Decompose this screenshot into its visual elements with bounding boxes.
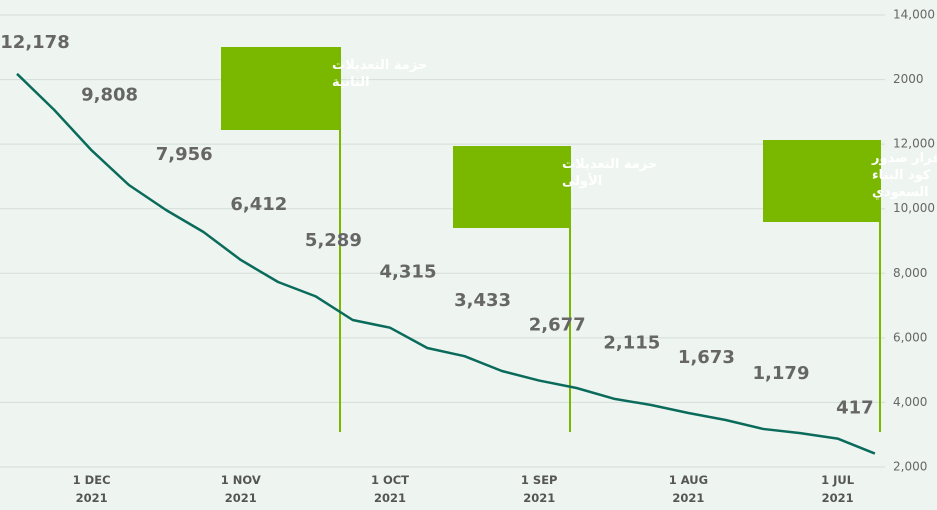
annotation-text: السعودي	[872, 185, 929, 200]
x-tick-label: 2021	[672, 491, 704, 505]
x-tick-label: 1 SEP	[521, 473, 558, 487]
annotation-text: حزمة التعديلات	[332, 58, 427, 73]
annotation-text: حزمة التعديلات	[562, 157, 657, 172]
y-tick-label: 14,000	[893, 8, 935, 22]
x-tick-label: 1 OCT	[371, 473, 409, 487]
x-tick-label: 2021	[225, 491, 257, 505]
data-label: 5,289	[305, 230, 362, 251]
data-label: 1,673	[678, 347, 735, 368]
annotation-box	[453, 146, 570, 228]
data-label: 4,315	[380, 262, 437, 283]
annotation-box	[221, 47, 340, 130]
x-tick-label: 1 DEC	[73, 473, 111, 487]
annotation-text: الثانية	[332, 75, 370, 90]
x-tick-label: 1 JUL	[821, 473, 855, 487]
x-tick-label: 1 AUG	[669, 473, 708, 487]
y-tick-label: 10,000	[893, 201, 935, 215]
line	[16, 72, 876, 455]
x-tick-label: 1 NOV	[221, 473, 261, 487]
x-tick-label: 2021	[374, 491, 406, 505]
annotation-text: قرار صدور	[871, 151, 937, 166]
data-label: 9,808	[81, 84, 138, 105]
y-tick-label: 4,000	[893, 395, 927, 409]
data-label: 1,179	[753, 363, 810, 384]
x-tick-label: 2021	[76, 491, 108, 505]
data-label: 2,115	[603, 333, 660, 354]
y-tick-label: 6,000	[893, 330, 927, 344]
annotation-box	[763, 140, 880, 222]
y-tick-label: 2,000	[893, 460, 927, 474]
y-tick-label: 2000	[893, 72, 924, 86]
data-label: 6,412	[230, 194, 287, 215]
annotation-text: كود البناء	[872, 168, 931, 183]
data-label: 417	[836, 398, 874, 419]
x-tick-label: 2021	[523, 491, 555, 505]
y-tick-label: 12,000	[893, 137, 935, 151]
annotation-text: الأولى	[562, 172, 602, 189]
data-label: 12,178	[0, 32, 69, 53]
data-label: 3,433	[454, 290, 511, 311]
y-tick-label: 8,000	[893, 266, 927, 280]
x-tick-label: 2021	[822, 491, 854, 505]
data-label: 2,677	[529, 315, 586, 336]
data-label: 7,956	[156, 144, 213, 165]
